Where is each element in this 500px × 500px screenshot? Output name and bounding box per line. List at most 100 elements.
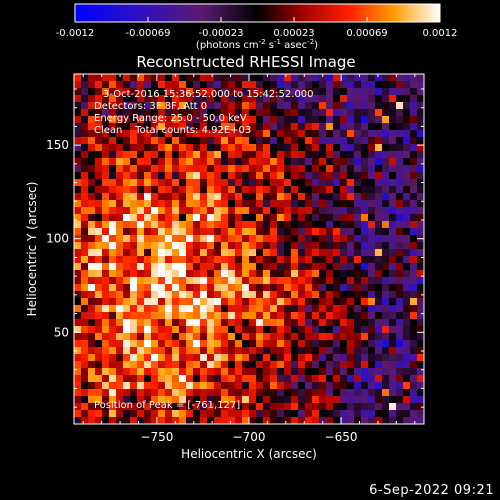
heatmap-cell	[347, 186, 355, 194]
heatmap-cell	[396, 95, 404, 103]
heatmap-cell	[186, 263, 194, 271]
heatmap-cell	[312, 186, 320, 194]
heatmap-cell	[361, 361, 369, 369]
heatmap-cell	[102, 375, 110, 383]
heatmap-cell	[354, 228, 362, 236]
heatmap-cell	[81, 333, 89, 341]
heatmap-cell	[74, 396, 82, 404]
heatmap-cell	[151, 340, 159, 348]
heatmap-cell	[109, 235, 117, 243]
heatmap-cell	[235, 221, 243, 229]
heatmap-cell	[242, 130, 250, 138]
heatmap-cell	[144, 396, 152, 404]
heatmap-cell	[95, 382, 103, 390]
heatmap-cell	[368, 403, 376, 411]
heatmap-cell	[228, 417, 236, 425]
heatmap-cell	[347, 207, 355, 215]
heatmap-cell	[284, 200, 292, 208]
heatmap-cell	[228, 263, 236, 271]
heatmap-cell	[186, 74, 194, 82]
heatmap-cell	[235, 410, 243, 418]
heatmap-cell	[298, 389, 306, 397]
heatmap-cell	[130, 319, 138, 327]
heatmap-cell	[312, 228, 320, 236]
heatmap-cell	[417, 214, 425, 222]
heatmap-cell	[130, 228, 138, 236]
heatmap-cell	[249, 298, 257, 306]
heatmap-cell	[340, 249, 348, 257]
heatmap-cell	[165, 214, 173, 222]
heatmap-cell	[305, 305, 313, 313]
heatmap-cell	[130, 158, 138, 166]
heatmap-cell	[235, 95, 243, 103]
heatmap-cell	[116, 389, 124, 397]
heatmap-cell	[403, 347, 411, 355]
heatmap-cell	[158, 270, 166, 278]
heatmap-cell	[151, 228, 159, 236]
heatmap-cell	[263, 123, 271, 131]
heatmap-cell	[291, 340, 299, 348]
heatmap-cell	[340, 403, 348, 411]
heatmap-cell	[410, 158, 418, 166]
heatmap-cell	[165, 361, 173, 369]
heatmap-cell	[214, 200, 222, 208]
heatmap-cell	[116, 151, 124, 159]
heatmap-cell	[291, 200, 299, 208]
heatmap-cell	[417, 193, 425, 201]
heatmap-cell	[375, 305, 383, 313]
heatmap-cell	[354, 165, 362, 173]
heatmap-cell	[270, 410, 278, 418]
heatmap-cell	[172, 88, 180, 96]
heatmap-cell	[179, 214, 187, 222]
heatmap-cell	[375, 319, 383, 327]
heatmap-cell	[410, 207, 418, 215]
heatmap-cell	[270, 193, 278, 201]
heatmap-cell	[368, 326, 376, 334]
heatmap-cell	[410, 102, 418, 110]
heatmap-cell	[137, 277, 145, 285]
heatmap-cell	[389, 410, 397, 418]
heatmap-cell	[270, 270, 278, 278]
heatmap-cell	[333, 312, 341, 320]
heatmap-cell	[382, 305, 390, 313]
heatmap-cell	[200, 256, 208, 264]
heatmap-cell	[186, 312, 194, 320]
heatmap-cell	[172, 81, 180, 89]
x-axis-label: Heliocentric X (arcsec)	[181, 447, 317, 461]
heatmap-cell	[137, 382, 145, 390]
heatmap-cell	[361, 263, 369, 271]
heatmap-cell	[403, 242, 411, 250]
heatmap-cell	[179, 116, 187, 124]
heatmap-cell	[228, 130, 236, 138]
heatmap-cell	[249, 123, 257, 131]
heatmap-cell	[340, 333, 348, 341]
heatmap-cell	[109, 123, 117, 131]
heatmap-cell	[284, 333, 292, 341]
heatmap-cell	[249, 368, 257, 376]
heatmap-cell	[375, 207, 383, 215]
heatmap-cell	[109, 410, 117, 418]
heatmap-cell	[179, 403, 187, 411]
heatmap-cell	[319, 158, 327, 166]
heatmap-cell	[333, 298, 341, 306]
heatmap-cell	[403, 81, 411, 89]
heatmap-cell	[256, 151, 264, 159]
heatmap-cell	[270, 298, 278, 306]
heatmap-cell	[291, 221, 299, 229]
heatmap-cell	[221, 102, 229, 110]
heatmap-cell	[249, 270, 257, 278]
heatmap-cell	[389, 123, 397, 131]
heatmap-cell	[361, 417, 369, 425]
heatmap-cell	[298, 130, 306, 138]
heatmap-cell	[417, 396, 425, 404]
heatmap-cell	[207, 382, 215, 390]
heatmap-cell	[340, 179, 348, 187]
heatmap-cell	[410, 235, 418, 243]
heatmap-cell	[214, 249, 222, 257]
heatmap-cell	[172, 137, 180, 145]
heatmap-cell	[291, 305, 299, 313]
heatmap-cell	[221, 221, 229, 229]
heatmap-cell	[151, 389, 159, 397]
heatmap-cell	[179, 109, 187, 117]
heatmap-cell	[298, 403, 306, 411]
